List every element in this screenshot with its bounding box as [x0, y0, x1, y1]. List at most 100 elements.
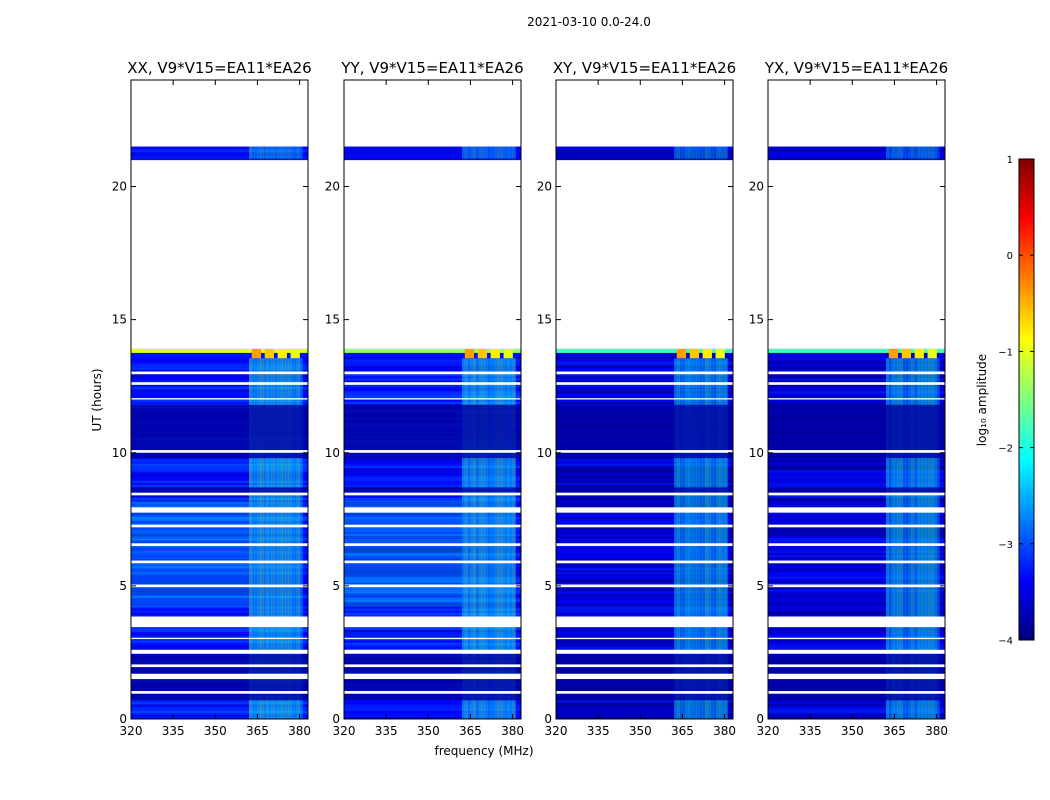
noise-row	[344, 376, 521, 379]
noise-row	[344, 629, 521, 633]
noise-row	[131, 565, 308, 569]
noise-row	[131, 393, 308, 396]
noise-row	[131, 614, 308, 618]
y-tick-label: 0	[756, 712, 764, 726]
noise-row	[344, 642, 521, 645]
noise-row	[131, 512, 308, 515]
noise-row	[556, 465, 733, 469]
noise-row	[344, 359, 521, 362]
noise-row	[556, 495, 733, 498]
noise-row	[131, 459, 308, 462]
rfi-streak	[693, 146, 697, 160]
noise-row	[131, 531, 308, 535]
noise-row	[344, 154, 521, 158]
rfi-streak	[296, 358, 300, 719]
noise-row	[556, 633, 733, 637]
noise-row	[768, 151, 945, 155]
noise-row	[768, 552, 945, 556]
noise-row	[556, 154, 733, 158]
rfi-streak	[908, 146, 912, 160]
noise-row	[344, 461, 521, 464]
noise-row	[768, 463, 945, 466]
rfi-streak	[933, 146, 937, 160]
noise-row	[768, 465, 945, 469]
noise-row	[556, 367, 733, 371]
rfi-streak	[254, 146, 258, 160]
noise-row	[556, 363, 733, 366]
noise-row	[131, 527, 308, 530]
noise-row	[768, 474, 945, 477]
noise-row	[344, 474, 521, 477]
noise-row	[131, 572, 308, 575]
rfi-flare	[503, 348, 513, 359]
rfi-flare	[490, 348, 500, 359]
noise-row	[131, 635, 308, 639]
y-tick-label: 5	[544, 579, 552, 593]
noise-row	[344, 565, 521, 569]
flagged-row	[344, 398, 521, 400]
noise-row	[768, 576, 945, 579]
noise-row	[556, 595, 733, 598]
noise-row	[344, 365, 521, 368]
noise-row	[768, 369, 945, 373]
noise-row	[768, 710, 945, 714]
flagged-row	[344, 649, 521, 654]
noise-row	[556, 463, 733, 466]
noise-row	[556, 610, 733, 613]
flagged-row	[344, 450, 521, 453]
edge-stripe	[768, 348, 945, 353]
noise-row	[131, 365, 308, 368]
y-tick-label: 10	[112, 446, 127, 460]
noise-row	[556, 586, 733, 590]
noise-row	[131, 627, 308, 630]
noise-row	[131, 471, 308, 475]
low-amplitude-band	[556, 679, 733, 692]
noise-row	[344, 367, 521, 371]
rfi-flare	[464, 348, 475, 359]
rfi-streak	[263, 146, 267, 160]
flagged-row	[556, 673, 733, 680]
noise-row	[556, 499, 733, 503]
noise-row	[768, 529, 945, 532]
noise-row	[556, 540, 733, 543]
x-tick-label: 380	[713, 724, 736, 738]
panel-4: YX, V9*V15=EA11*EA26 0 5 10 15 20 320 335 350 365…	[749, 59, 948, 738]
flagged-row	[344, 382, 521, 385]
rfi-streak	[679, 358, 683, 719]
rfi-streak	[265, 146, 269, 160]
y-tick-label: 5	[119, 579, 127, 593]
rfi-flare	[264, 348, 275, 359]
rfi-streak	[930, 146, 935, 160]
flagged-row	[556, 560, 733, 564]
colorbar-label: log₁₀ amplitude	[975, 354, 989, 446]
rfi-streak	[933, 358, 937, 719]
x-tick-label: 380	[501, 724, 524, 738]
noise-row	[131, 356, 308, 360]
rfi-streak	[274, 358, 278, 719]
noise-row	[344, 599, 521, 603]
noise-row	[344, 478, 521, 481]
flagged-row	[556, 649, 733, 654]
noise-row	[768, 712, 945, 716]
rfi-streak	[902, 358, 906, 719]
noise-row	[131, 550, 308, 554]
noise-row	[344, 593, 521, 596]
noise-row	[556, 563, 733, 567]
rfi-streak	[674, 146, 678, 160]
flagged-row	[131, 543, 308, 546]
noise-row	[556, 546, 733, 549]
noise-row	[556, 612, 733, 616]
noise-row	[768, 386, 945, 390]
noise-row	[768, 495, 945, 498]
noise-row	[768, 378, 945, 381]
flagged-row	[556, 382, 733, 385]
noise-row	[556, 529, 733, 532]
noise-row	[768, 361, 945, 364]
noise-row	[768, 646, 945, 650]
noise-row	[131, 706, 308, 709]
noise-row	[556, 708, 733, 711]
noise-row	[344, 610, 521, 613]
rfi-streak	[685, 358, 689, 719]
flagged-row	[768, 371, 945, 375]
noise-row	[768, 546, 945, 549]
